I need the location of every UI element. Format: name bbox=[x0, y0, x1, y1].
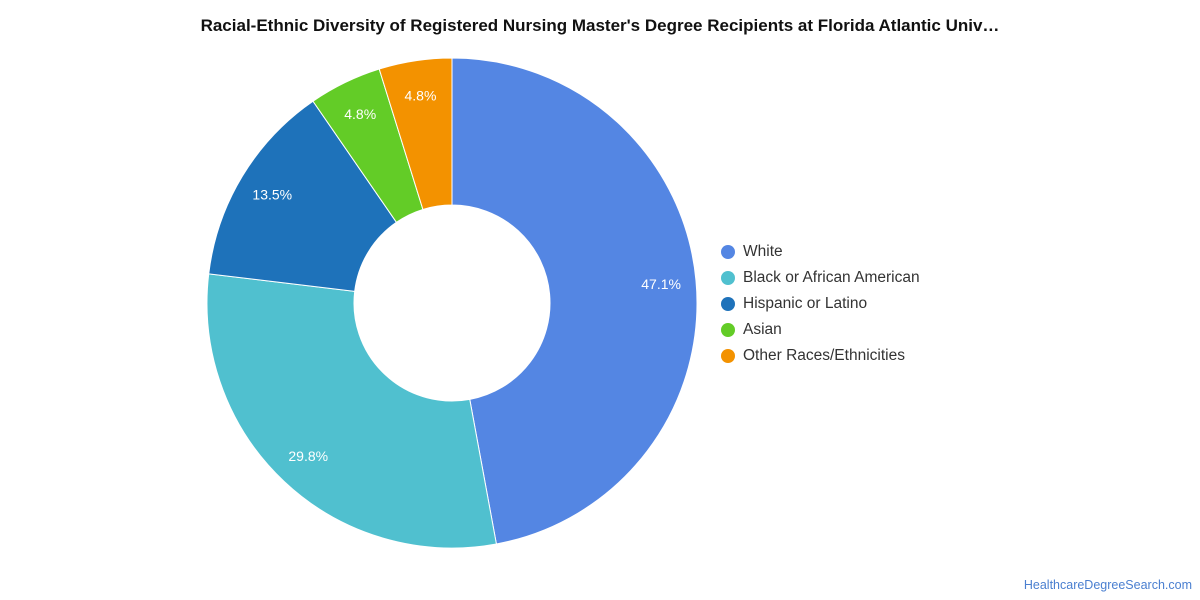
slice-value-label: 29.8% bbox=[288, 448, 328, 464]
legend-swatch bbox=[721, 245, 735, 259]
legend-swatch bbox=[721, 297, 735, 311]
legend-label: Black or African American bbox=[743, 269, 920, 286]
legend-item[interactable]: Hispanic or Latino bbox=[721, 291, 920, 317]
legend-label: Asian bbox=[743, 321, 782, 338]
legend-item[interactable]: Other Races/Ethnicities bbox=[721, 343, 920, 369]
legend-swatch bbox=[721, 323, 735, 337]
pie-slice-other-races-ethnicities[interactable] bbox=[378, 57, 453, 211]
slice-value-label: 4.8% bbox=[404, 87, 436, 103]
slice-value-label: 4.8% bbox=[344, 106, 376, 122]
legend-item[interactable]: White bbox=[721, 239, 920, 265]
legend-label: Other Races/Ethnicities bbox=[743, 347, 905, 364]
legend-item[interactable]: Asian bbox=[721, 317, 920, 343]
slice-value-label: 13.5% bbox=[252, 186, 292, 202]
source-link[interactable]: HealthcareDegreeSearch.com bbox=[1023, 578, 1192, 592]
pie-slice-black-or-african-american[interactable] bbox=[206, 273, 497, 549]
pie-slice-hispanic-or-latino[interactable] bbox=[208, 100, 398, 292]
legend-label: White bbox=[743, 243, 783, 260]
legend-label: Hispanic or Latino bbox=[743, 295, 868, 312]
slice-value-label: 47.1% bbox=[641, 276, 681, 292]
pie-slice-white[interactable] bbox=[451, 57, 698, 545]
legend-item[interactable]: Black or African American bbox=[721, 265, 920, 291]
legend-swatch bbox=[721, 349, 735, 363]
legend-swatch bbox=[721, 271, 735, 285]
chart-title: Racial-Ethnic Diversity of Registered Nu… bbox=[200, 16, 1000, 35]
chart-legend: White Black or African American Hispanic o… bbox=[721, 239, 920, 369]
